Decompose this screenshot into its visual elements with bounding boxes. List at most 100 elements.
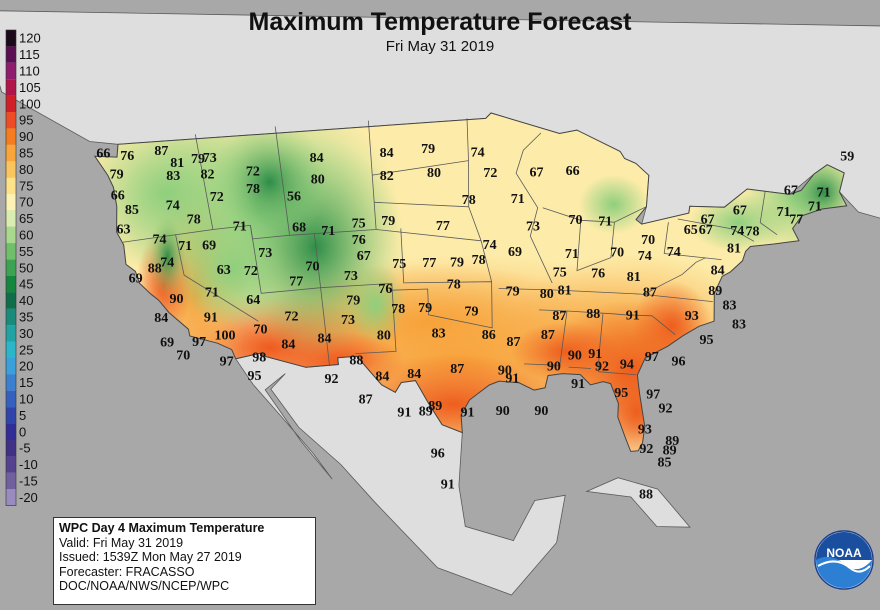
temperature-value: 84 [318,331,332,346]
legend-swatch [6,177,16,194]
temperature-value: 88 [639,488,653,503]
temperature-value: 91 [588,347,602,362]
noaa-logo: NOAA [814,530,874,590]
legend-swatch [6,95,16,112]
state-boundaries [123,118,778,376]
legend-swatch [6,62,16,80]
temperature-value: 90 [170,292,184,307]
temperature-value: 56 [287,190,301,205]
temperature-value: 70 [610,246,624,261]
temperature-value: 73 [258,246,272,261]
temperature-value: 66 [111,188,125,203]
temperature-value: 75 [352,217,366,232]
temperature-value: 67 [784,184,798,199]
legend-swatch [6,456,16,473]
temperature-value: 72 [285,310,299,325]
temperature-value: 64 [246,293,260,308]
temperature-value: 95 [248,369,262,384]
temperature-value: 96 [672,355,686,370]
temperature-value: 63 [117,223,131,238]
temperature-value: 79 [110,167,124,182]
temperature-value: 87 [507,335,521,350]
temperature-value: 89 [663,444,677,459]
temperature-value: 87 [541,328,555,343]
temperature-value: 67 [701,212,715,227]
temperature-value: 97 [646,388,660,403]
legend-label: 50 [19,260,33,275]
valid-date-subtitle: Fri May 31 2019 [385,38,495,55]
noaa-logo-text: NOAA [826,546,862,560]
temperature-value: 80 [377,329,391,344]
temperature-value: 84 [154,311,168,326]
temperature-value: 70 [641,233,655,248]
temperature-value: 76 [378,282,392,297]
legend-label: 30 [19,326,33,341]
temperature-value: 71 [233,220,247,235]
legend-swatch [6,472,16,490]
temperature-value: 74 [471,146,485,161]
temperature-value: 71 [598,215,612,230]
temperature-value: 91 [441,478,455,493]
temperature-value: 79 [465,305,479,320]
temperature-value: 79 [381,214,395,229]
temperature-value: 72 [210,190,224,205]
temperature-value: 91 [461,405,475,420]
legend-swatch [6,30,16,47]
temperature-value: 65 [684,223,698,238]
legend-label: 110 [19,64,40,79]
legend-label: 85 [19,146,33,161]
temperature-value: 78 [246,182,260,197]
temperature-value: 79 [191,152,205,167]
temperature-value: 92 [659,401,673,416]
temperature-value: 90 [496,404,510,419]
temperature-value: 95 [614,386,628,401]
temperature-value: 87 [450,362,464,377]
temperature-value: 67 [530,165,544,180]
temperature-value: 74 [160,255,174,270]
temperature-value: 74 [667,245,681,260]
legend-label: -15 [19,474,38,489]
temperature-value: 87 [552,309,566,324]
temperature-value: 71 [321,224,335,239]
legend-swatch [6,440,16,457]
temperature-value: 74 [638,249,652,264]
temperature-value: 84 [310,151,324,166]
temperature-value: 79 [450,256,464,271]
temperature-value: 77 [789,212,803,227]
temperature-value: 66 [566,164,580,179]
temperature-value: 76 [352,233,366,248]
temperature-value: 73 [526,220,540,235]
temperature-value: 96 [431,447,445,462]
temperature-value: 84 [711,263,725,278]
temperature-value: 71 [178,239,192,254]
temperature-value: 67 [357,249,371,264]
legend-label: 45 [19,277,33,292]
temperature-value: 74 [153,233,167,248]
temperature-value: 90 [498,363,512,378]
temperature-value: 69 [129,272,143,287]
temperature-value: 69 [160,336,174,351]
temperature-value: 70 [569,213,583,228]
temperature-value: 78 [187,213,201,228]
legend-label: 65 [19,211,33,226]
info-agency: DOC/NOAA/NWS/NCEP/WPC [59,579,230,593]
legend-label: 70 [19,195,33,210]
temperature-value: 59 [840,150,854,165]
temperature-value: 93 [638,423,652,438]
legend-label: 10 [19,392,33,407]
legend-label: 105 [19,80,41,95]
temperature-value: 78 [746,225,760,240]
temperature-value: 78 [447,278,461,293]
info-product-name: WPC Day 4 Maximum Temperature [59,521,265,535]
temperature-value: 71 [808,200,822,215]
temperature-value: 71 [777,205,791,220]
temperature-value: 89 [419,405,433,420]
legend-swatch [6,243,16,260]
conus-outline [93,112,848,452]
temperature-value: 72 [246,164,260,179]
temperature-value: 88 [349,354,363,369]
legend-label: 95 [19,113,33,128]
legend-swatch [6,144,16,162]
legend-label: 35 [19,310,33,325]
legend-label: 90 [19,129,33,144]
